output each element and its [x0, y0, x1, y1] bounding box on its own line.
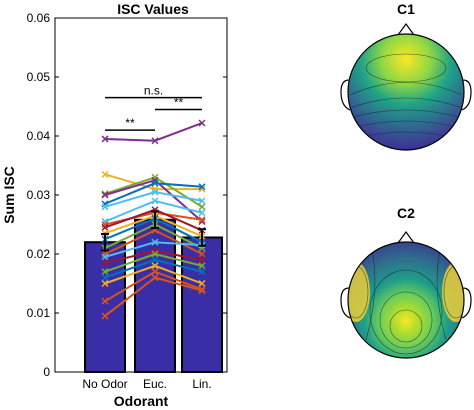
subject-marker	[151, 256, 159, 264]
y-tick-label: 0	[43, 365, 50, 379]
subject-marker	[101, 253, 109, 261]
subject-marker	[151, 179, 159, 187]
subject-marker	[198, 250, 206, 258]
topomap-c2: C2	[340, 205, 472, 359]
subject-marker	[151, 188, 159, 196]
scalp-map-c1	[348, 34, 464, 150]
x-tick-label: Lin.	[192, 377, 211, 391]
nose-icon	[397, 22, 415, 36]
subject-marker	[198, 183, 206, 191]
subject-marker	[151, 137, 159, 145]
subject-marker	[198, 209, 206, 217]
subject-marker	[198, 256, 206, 264]
subject-marker	[198, 287, 206, 295]
y-tick-label: 0.02	[27, 247, 51, 261]
head-outline-c2	[347, 241, 465, 359]
topomap-c1-label: C1	[397, 1, 415, 17]
subject-marker	[101, 312, 109, 320]
bar	[84, 241, 126, 373]
subject-marker	[198, 216, 206, 224]
subject-marker	[101, 170, 109, 178]
subject-marker	[101, 297, 109, 305]
significance-label: n.s.	[144, 84, 163, 98]
bar-series	[84, 218, 223, 373]
y-axis: 0 0.01 0.02 0.03 0.04 0.05 0.06	[27, 11, 227, 379]
y-tick-label: 0.03	[27, 188, 51, 202]
significance-label: **	[174, 95, 184, 109]
subject-marker	[101, 274, 109, 282]
subject-marker	[151, 268, 159, 276]
chart-title: ISC Values	[117, 1, 189, 17]
subject-marker	[198, 119, 206, 127]
scalp-map-c2	[348, 242, 464, 358]
topomap-c2-label: C2	[397, 205, 415, 221]
y-tick-label: 0.05	[27, 70, 51, 84]
subject-marker	[101, 135, 109, 143]
subject-line	[104, 122, 203, 142]
x-axis: No Odor Euc. Lin.	[82, 368, 212, 391]
subject-marker	[151, 238, 159, 246]
topomap-c1: C1	[340, 1, 472, 151]
subject-marker	[101, 259, 109, 267]
y-tick-label: 0.04	[27, 129, 51, 143]
subject-marker	[101, 279, 109, 288]
y-tick-label: 0.01	[27, 306, 51, 320]
subject-marker	[151, 250, 159, 258]
error-bars	[101, 210, 206, 252]
x-tick-label: No Odor	[82, 377, 127, 391]
subject-marker	[101, 203, 109, 211]
subject-marker	[151, 262, 159, 270]
subject-marker	[198, 268, 206, 276]
subject-marker	[151, 197, 159, 205]
head-outline-c1	[347, 33, 465, 151]
y-tick-label: 0.06	[27, 11, 51, 25]
subject-marker	[101, 223, 109, 231]
significance-label: **	[125, 116, 135, 130]
subject-marker	[101, 268, 109, 276]
subject-marker	[198, 285, 206, 293]
subject-marker	[198, 197, 206, 205]
subject-marker	[198, 262, 206, 270]
subject-marker	[198, 203, 206, 211]
x-tick-label: Euc.	[143, 377, 167, 391]
nose-icon	[397, 230, 415, 244]
subject-marker	[101, 190, 109, 198]
y-axis-label: Sum ISC	[1, 166, 17, 224]
x-axis-label: Odorant	[114, 393, 169, 409]
subject-marker	[101, 191, 109, 199]
subject-marker	[151, 274, 159, 282]
subject-marker	[198, 279, 206, 288]
significance-annotations: n.s. ** **	[105, 84, 202, 131]
